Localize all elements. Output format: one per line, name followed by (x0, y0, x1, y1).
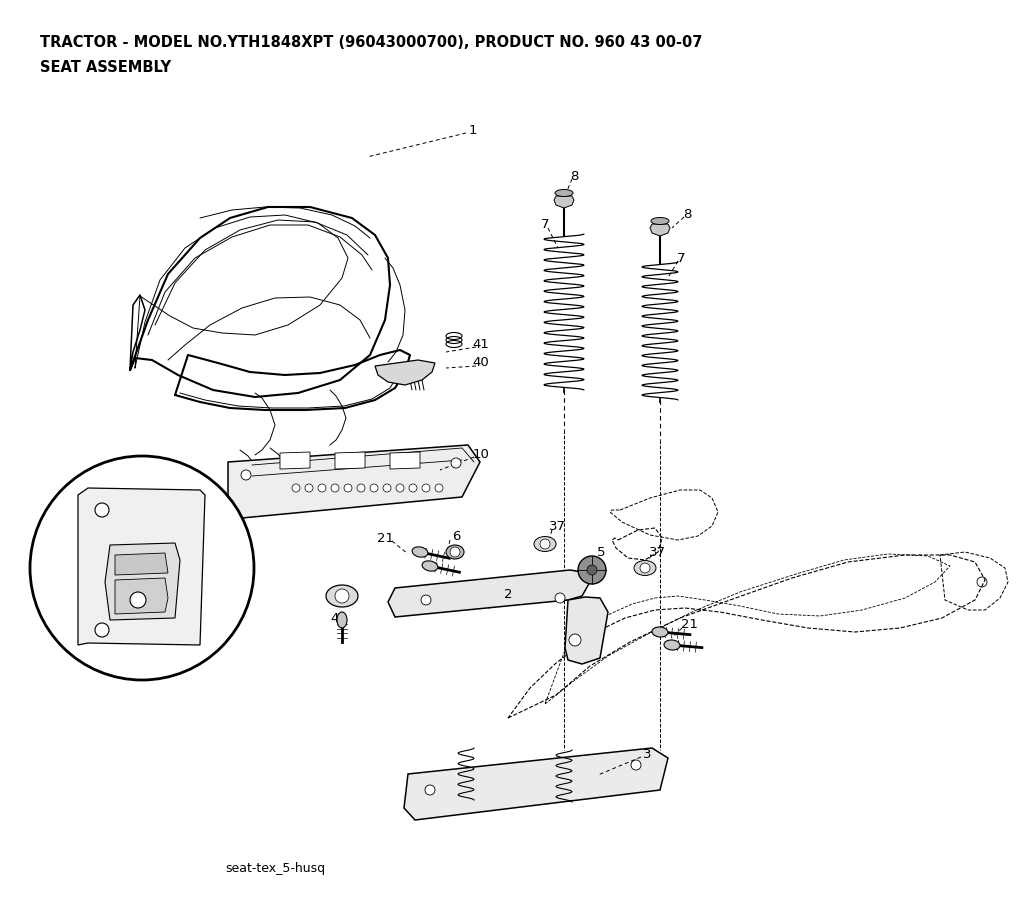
Circle shape (409, 484, 417, 492)
Ellipse shape (337, 612, 347, 628)
Ellipse shape (534, 537, 556, 551)
Ellipse shape (652, 627, 668, 637)
Polygon shape (650, 224, 670, 236)
Circle shape (335, 589, 349, 603)
Text: 21: 21 (681, 619, 697, 631)
Text: 37: 37 (549, 521, 565, 533)
Circle shape (344, 484, 352, 492)
Circle shape (331, 484, 339, 492)
Circle shape (95, 503, 109, 517)
Circle shape (370, 484, 378, 492)
Circle shape (587, 565, 597, 575)
Circle shape (305, 484, 313, 492)
Polygon shape (388, 570, 590, 617)
Circle shape (578, 556, 606, 584)
Circle shape (95, 623, 109, 637)
Polygon shape (105, 543, 180, 620)
Text: 40: 40 (473, 356, 489, 369)
Text: SEAT ASSEMBLY: SEAT ASSEMBLY (40, 60, 171, 75)
Circle shape (569, 634, 581, 646)
Polygon shape (375, 360, 435, 385)
Circle shape (357, 484, 365, 492)
Text: 5: 5 (597, 547, 605, 560)
Circle shape (421, 595, 431, 605)
Text: 8: 8 (569, 170, 579, 182)
Polygon shape (280, 452, 310, 469)
Text: 8: 8 (683, 208, 691, 220)
Text: TRACTOR - MODEL NO.YTH1848XPT (96043000700), PRODUCT NO. 960 43 00-07: TRACTOR - MODEL NO.YTH1848XPT (960430007… (40, 35, 702, 50)
Text: 6: 6 (452, 531, 460, 543)
Circle shape (640, 563, 650, 573)
Polygon shape (335, 452, 365, 469)
Circle shape (30, 456, 254, 680)
Ellipse shape (326, 585, 358, 607)
Ellipse shape (664, 640, 680, 650)
Text: 2: 2 (504, 588, 512, 600)
Ellipse shape (412, 547, 428, 557)
Circle shape (631, 760, 641, 770)
Text: 44: 44 (329, 586, 345, 599)
Text: 1: 1 (469, 123, 477, 136)
Polygon shape (554, 196, 574, 208)
Polygon shape (78, 488, 205, 645)
Text: 37: 37 (648, 545, 666, 559)
Text: 3: 3 (643, 747, 651, 760)
Ellipse shape (446, 545, 464, 559)
Circle shape (318, 484, 326, 492)
Text: 43: 43 (331, 611, 347, 625)
Circle shape (450, 547, 460, 557)
Circle shape (435, 484, 443, 492)
Ellipse shape (555, 190, 573, 197)
Text: 41: 41 (472, 337, 489, 350)
Circle shape (292, 484, 300, 492)
Circle shape (425, 785, 435, 795)
Text: 10: 10 (472, 447, 489, 461)
Polygon shape (390, 452, 420, 469)
Circle shape (396, 484, 404, 492)
Text: seat-tex_5-husq: seat-tex_5-husq (225, 862, 326, 875)
Ellipse shape (634, 561, 656, 576)
Circle shape (540, 539, 550, 549)
Circle shape (383, 484, 391, 492)
Polygon shape (565, 597, 608, 664)
Polygon shape (115, 553, 168, 575)
Text: 7: 7 (677, 251, 685, 265)
Ellipse shape (422, 561, 438, 571)
Ellipse shape (651, 218, 669, 225)
Circle shape (422, 484, 430, 492)
Polygon shape (115, 578, 168, 614)
Circle shape (451, 458, 461, 468)
Circle shape (241, 470, 251, 480)
Circle shape (130, 592, 146, 608)
Polygon shape (404, 748, 668, 820)
Circle shape (555, 593, 565, 603)
Text: 21: 21 (377, 532, 393, 544)
Polygon shape (228, 445, 480, 518)
Text: 7: 7 (541, 219, 549, 231)
